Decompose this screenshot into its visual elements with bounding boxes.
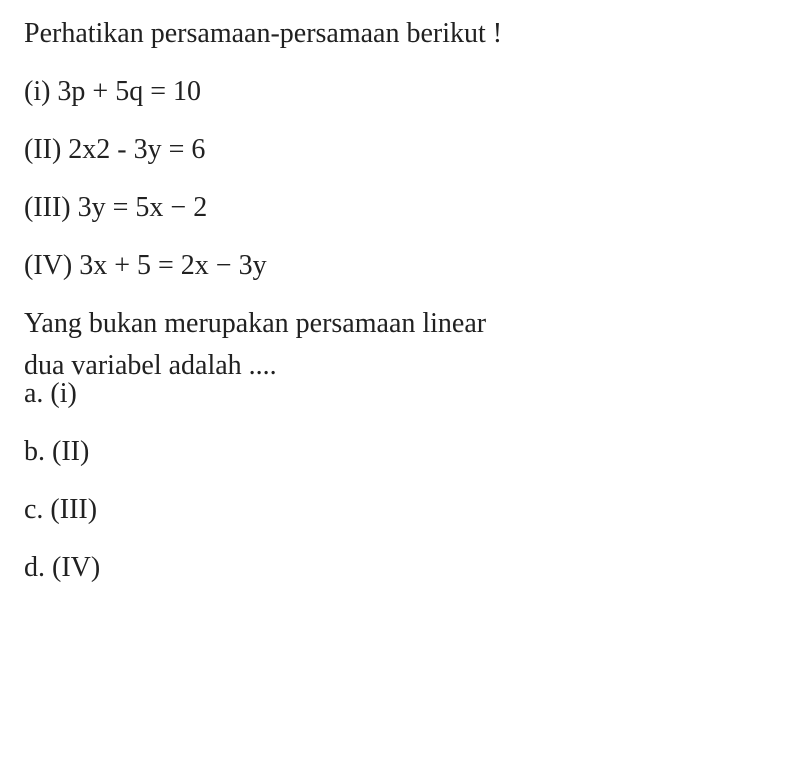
equation-i: (i) 3p + 5q = 10 [24, 78, 780, 106]
equation-iii: (III) 3y = 5x − 2 [24, 194, 780, 222]
option-c: c. (III) [24, 496, 780, 524]
option-b: b. (II) [24, 438, 780, 466]
option-a: a. (i) [24, 380, 780, 408]
prompt-text: Perhatikan persamaan-persamaan berikut ! [24, 20, 780, 48]
question-text: Yang bukan merupakan persamaan linear du… [24, 310, 780, 380]
question-line-1: Yang bukan merupakan persamaan linear [24, 310, 780, 338]
question-line-2: dua variabel adalah .... [24, 352, 780, 380]
option-d: d. (IV) [24, 554, 780, 582]
question-page: Perhatikan persamaan-persamaan berikut !… [0, 0, 804, 602]
equation-iv: (IV) 3x + 5 = 2x − 3y [24, 252, 780, 280]
equation-ii: (II) 2x2 - 3y = 6 [24, 136, 780, 164]
